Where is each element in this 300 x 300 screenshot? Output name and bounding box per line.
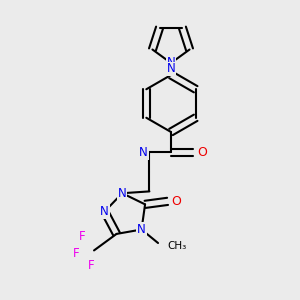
Text: N: N [118,187,127,200]
Text: N: N [167,62,176,76]
Text: N: N [139,146,148,159]
Text: O: O [171,195,181,208]
Text: N: N [167,56,176,70]
Text: F: F [88,259,94,272]
Text: H: H [139,146,147,156]
Text: F: F [73,247,79,260]
Text: F: F [79,230,86,243]
Text: CH₃: CH₃ [167,241,186,251]
Text: N: N [137,223,146,236]
Text: N: N [100,205,109,218]
Text: O: O [197,146,207,159]
